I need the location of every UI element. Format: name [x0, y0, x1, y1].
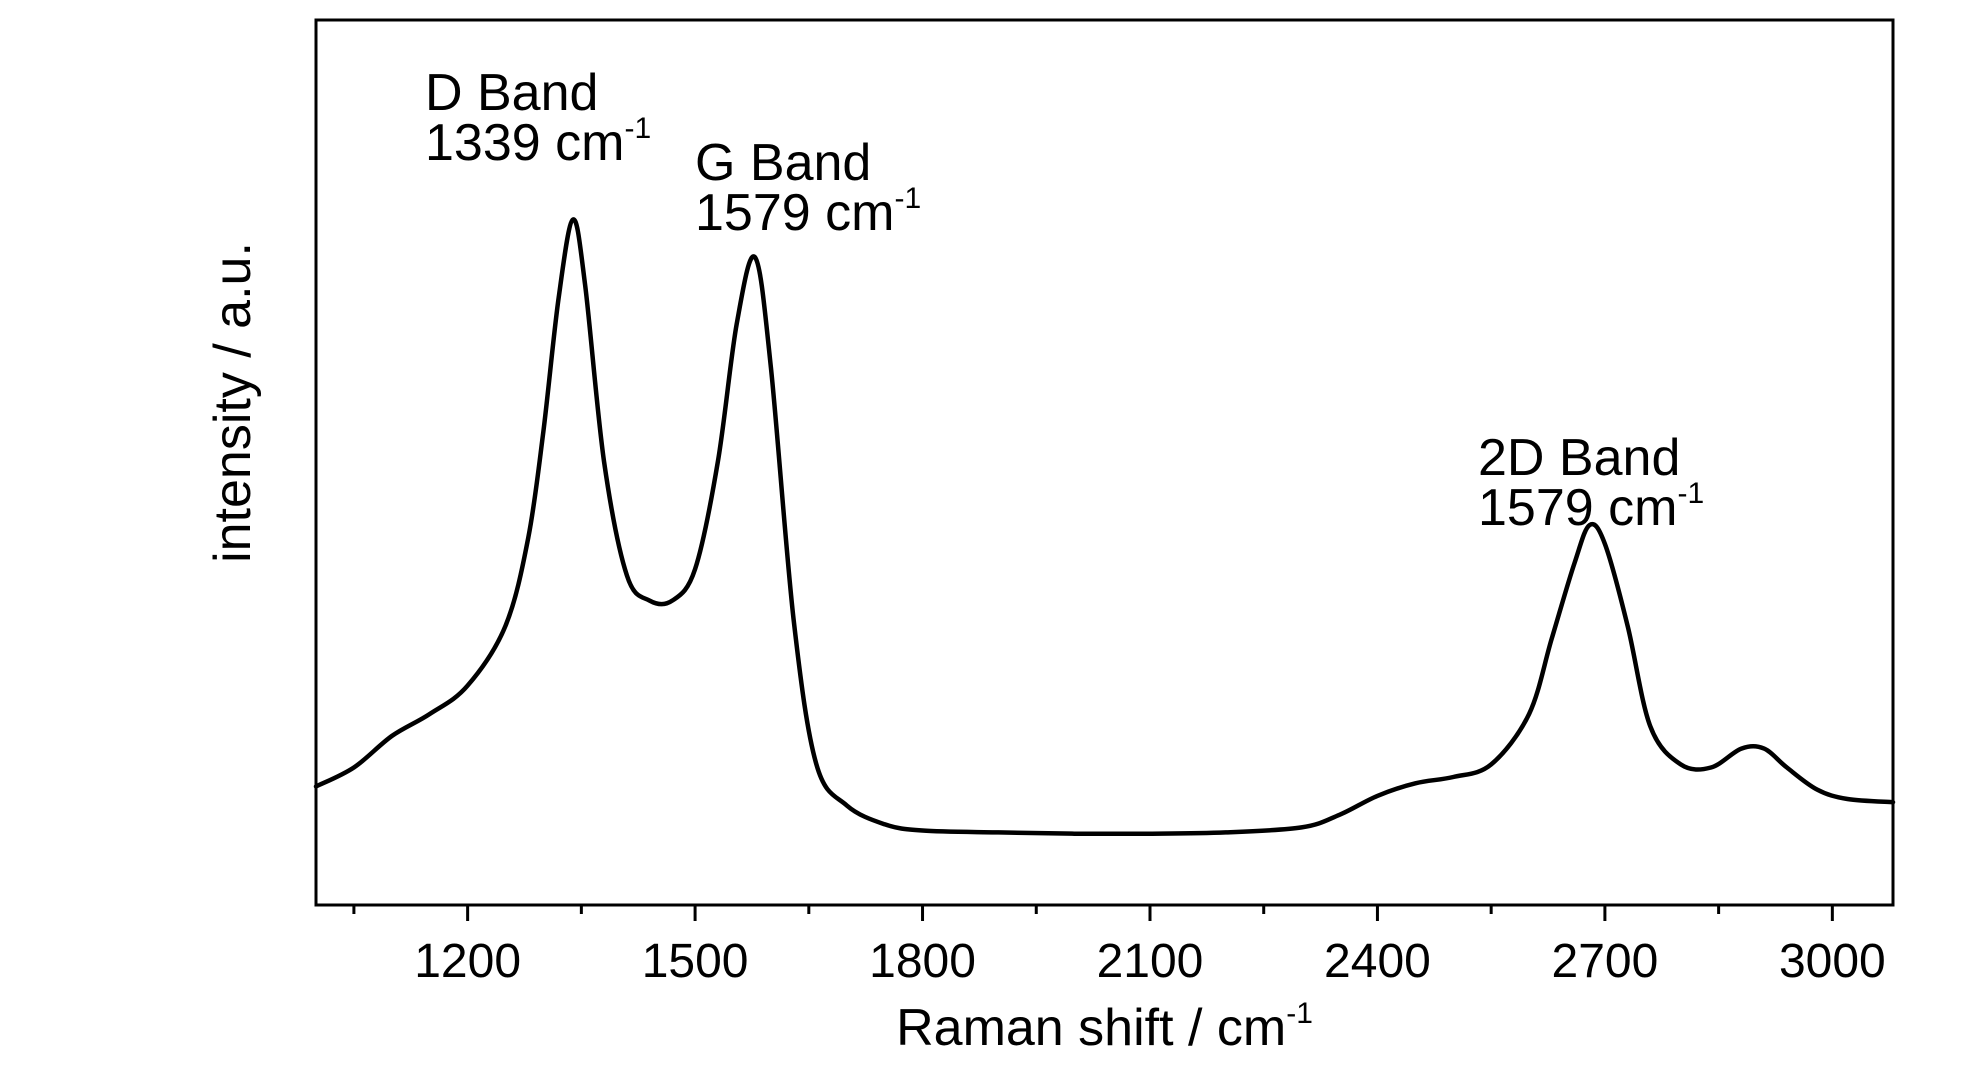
- x-axis-label-superscript: -1: [1286, 997, 1313, 1030]
- x-axis-ticks: [352, 905, 1834, 921]
- x-tick-label: 2100: [1097, 935, 1204, 988]
- x-axis-label: Raman shift / cm-1: [896, 997, 1313, 1057]
- peak-value-label: 1579 cm-1: [695, 182, 921, 242]
- peak-name-label: G Band: [695, 134, 871, 192]
- x-tick-label: 1200: [414, 935, 521, 988]
- peak-value-label: 1579 cm-1: [1478, 477, 1704, 537]
- x-tick-label: 1800: [869, 935, 976, 988]
- plot-frame: [314, 18, 1895, 907]
- x-tick-label: 1500: [642, 935, 749, 988]
- x-axis-tick-labels: 1200 1500 1800 2100 2400 2700 3000: [414, 935, 1885, 988]
- y-axis-label: intensity / a.u.: [204, 242, 262, 563]
- spectrum-line: [313, 217, 1896, 837]
- x-tick-label: 2700: [1552, 935, 1659, 988]
- peak-name-label: 2D Band: [1478, 429, 1680, 487]
- x-tick-label: 3000: [1779, 935, 1886, 988]
- peak-value-label: 1339 cm-1: [425, 112, 651, 172]
- x-tick-label: 2400: [1324, 935, 1431, 988]
- peak-name-label: D Band: [425, 64, 598, 122]
